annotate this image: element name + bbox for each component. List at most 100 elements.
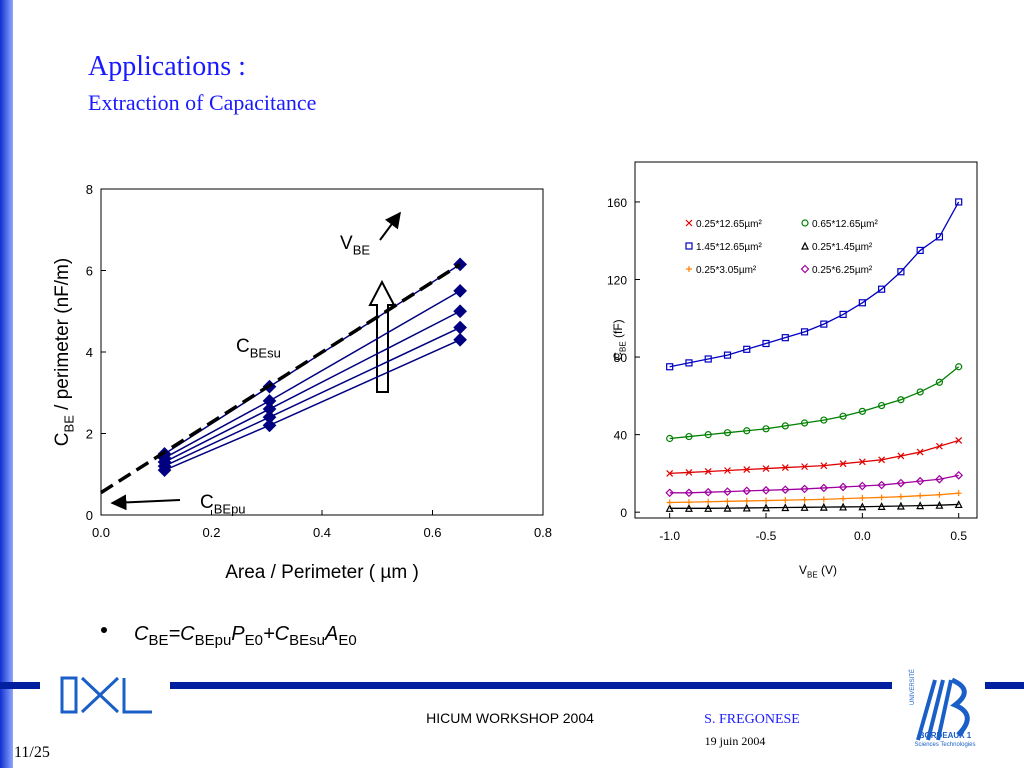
series-line: [669, 439, 959, 475]
point: [800, 419, 809, 427]
page-number: 11/25: [14, 744, 50, 761]
series-line: [669, 474, 959, 494]
point: [801, 463, 808, 471]
point: [954, 500, 963, 509]
point: [916, 448, 924, 456]
legend-label: 1.45*12.65µm²: [696, 242, 762, 253]
x-tick-label: -1.0: [659, 529, 680, 543]
arrow: [379, 211, 401, 241]
point: [666, 363, 674, 371]
footer-bar: [985, 682, 1024, 689]
point: [955, 198, 963, 206]
x-tick-label: 0.0: [854, 529, 871, 543]
series-line: [164, 326, 461, 467]
point: [897, 268, 905, 276]
point: [896, 478, 906, 488]
legend-label: 0.25*6.25µm²: [812, 265, 873, 276]
point: [723, 351, 732, 359]
series-line: [669, 366, 960, 440]
y-axis-label-sub: BE: [62, 415, 77, 433]
annotation-sub: BEsu: [250, 346, 281, 361]
y-tick-label: 8: [86, 182, 93, 197]
point: [742, 503, 751, 512]
equation-term: P: [231, 623, 245, 645]
series-line: [669, 492, 959, 504]
point: [666, 469, 674, 477]
point: [878, 494, 885, 501]
point: [262, 394, 277, 408]
legend-label: 0.25*3.05µm²: [696, 265, 757, 276]
x-tick-label: 0.4: [313, 525, 331, 540]
point: [704, 468, 712, 475]
x-axis-label: Area / Perimeter ( µm ): [225, 562, 419, 583]
equation-sub: BEsu: [289, 632, 325, 649]
x-axis-label-main: V: [799, 563, 807, 577]
legend-label: 0.25*12.65µm²: [696, 219, 762, 230]
point: [704, 355, 712, 363]
point: [858, 481, 867, 491]
point: [686, 266, 692, 272]
point: [262, 418, 277, 433]
point: [859, 495, 866, 502]
point: [897, 452, 905, 460]
point: [935, 233, 944, 241]
point: [858, 407, 866, 415]
annotation: CBEpu: [200, 492, 246, 517]
point: [820, 320, 828, 328]
bullet: [101, 627, 107, 633]
point: [666, 434, 674, 443]
y-axis-label: CBE / perimeter (nF/m): [52, 258, 77, 446]
point: [840, 495, 847, 502]
y-tick-label: 120: [607, 274, 627, 288]
equation: CBE=CBEpuPE0+CBEsuAE0: [134, 623, 357, 649]
point: [839, 460, 847, 468]
equation-term: +C: [263, 623, 290, 645]
point: [878, 401, 886, 410]
point: [743, 427, 751, 435]
point: [781, 422, 789, 430]
equation-term: =C: [168, 623, 195, 645]
legend-label: 0.65*12.65µm²: [812, 219, 878, 230]
point: [820, 416, 828, 424]
point: [936, 491, 943, 498]
x-axis-label-sub: BE: [807, 571, 818, 580]
x-axis-label-rest: (V): [818, 563, 837, 577]
point: [955, 363, 963, 371]
x-tick-label: 0.2: [202, 525, 220, 540]
point: [858, 502, 867, 511]
annotation-sub: BEpu: [214, 502, 246, 517]
point: [858, 458, 866, 466]
point: [743, 497, 750, 504]
point: [665, 503, 674, 512]
point: [781, 334, 789, 342]
point: [878, 285, 886, 293]
y-tick-label: 160: [607, 196, 627, 210]
logo-text: UNIVERSITÉ: [909, 669, 916, 705]
point: [819, 502, 828, 511]
point: [704, 431, 712, 439]
point: [916, 246, 924, 255]
point: [723, 487, 732, 496]
point: [685, 242, 693, 250]
series-line: [164, 290, 461, 459]
point: [897, 396, 905, 404]
point: [763, 497, 770, 504]
point: [453, 320, 467, 335]
point: [762, 465, 770, 472]
point: [801, 496, 808, 503]
point: [685, 432, 693, 441]
x-axis-label: VBE (V): [799, 563, 837, 580]
point: [800, 328, 809, 336]
point: [762, 503, 770, 512]
footer-bar: [0, 682, 40, 689]
point: [801, 219, 809, 227]
y-axis-label-main: C: [611, 352, 625, 361]
point: [897, 493, 904, 500]
point: [858, 299, 866, 307]
point: [684, 488, 694, 498]
series-line: [669, 503, 959, 509]
plot-area: [634, 161, 978, 519]
equation-sub: BE: [148, 632, 168, 649]
